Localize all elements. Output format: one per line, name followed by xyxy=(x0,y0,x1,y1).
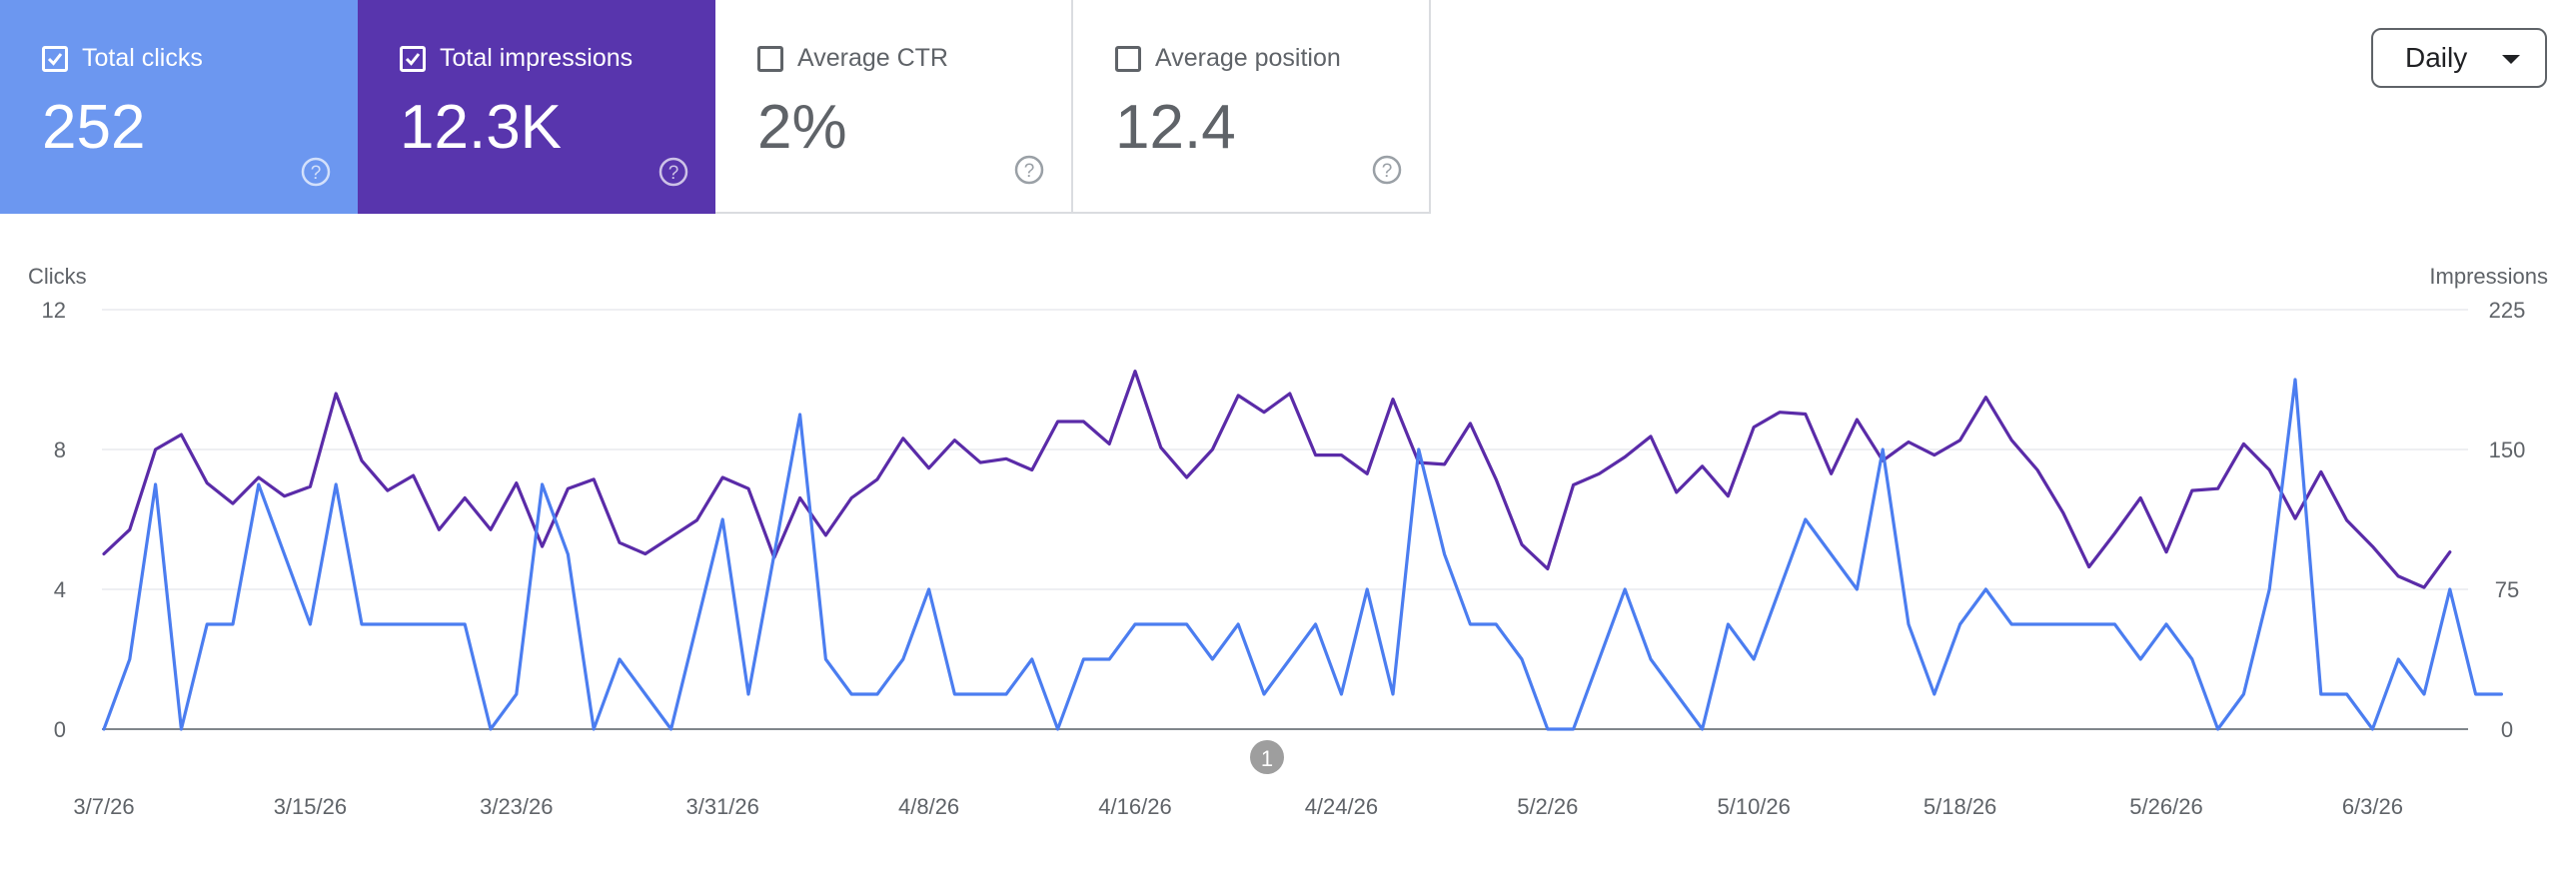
x-tick-label: 3/7/26 xyxy=(73,794,134,819)
y-tick-left: 12 xyxy=(42,298,66,323)
metric-cards: Total clicks 252 ? Total impressions 12.… xyxy=(0,0,1431,214)
metric-label: Average position xyxy=(1155,44,1341,72)
y-tick-right: 0 xyxy=(2501,717,2513,742)
y-axis-label-right: Impressions xyxy=(2429,264,2548,289)
metric-card-header: Total clicks xyxy=(42,44,203,73)
x-tick-label: 5/10/26 xyxy=(1717,794,1790,819)
metric-value: 252 xyxy=(42,93,146,162)
checkbox-icon[interactable] xyxy=(757,45,783,72)
y-axis-label-left: Clicks xyxy=(28,264,87,289)
y-tick-right: 225 xyxy=(2489,298,2526,323)
x-tick-label: 5/18/26 xyxy=(1924,794,1996,819)
metric-card-header: Average CTR xyxy=(757,44,948,73)
metric-value: 12.3K xyxy=(400,93,563,162)
x-tick-label: 3/15/26 xyxy=(274,794,347,819)
metric-label: Average CTR xyxy=(797,44,948,72)
x-tick-label: 3/31/26 xyxy=(685,794,758,819)
svg-text:?: ? xyxy=(668,163,679,184)
x-tick-label: 3/23/26 xyxy=(480,794,553,819)
x-tick-label: 4/16/26 xyxy=(1098,794,1171,819)
svg-text:?: ? xyxy=(1382,161,1393,182)
svg-text:?: ? xyxy=(311,163,322,184)
metric-label: Total impressions xyxy=(440,44,634,72)
metric-card-total-impressions[interactable]: Total impressions 12.3K ? xyxy=(358,0,715,214)
period-dropdown-label: Daily xyxy=(2405,42,2468,73)
metric-value: 12.4 xyxy=(1115,93,1236,162)
metric-card-total-clicks[interactable]: Total clicks 252 ? xyxy=(0,0,358,214)
metric-card-header: Average position xyxy=(1115,44,1341,73)
metric-card-average-position[interactable]: Average position 12.4 ? xyxy=(1073,0,1431,214)
annotation-marker-circle[interactable] xyxy=(1250,740,1284,774)
svg-text:?: ? xyxy=(1024,161,1035,182)
y-tick-left: 8 xyxy=(54,437,66,462)
series-line-impressions xyxy=(102,370,2452,589)
metric-label: Total clicks xyxy=(82,44,203,72)
help-icon[interactable]: ? xyxy=(1371,154,1403,186)
metric-card-average-ctr[interactable]: Average CTR 2% ? xyxy=(715,0,1073,214)
series-line-clicks xyxy=(102,378,2503,731)
x-tick-label: 5/26/26 xyxy=(2129,794,2202,819)
x-tick-label: 4/24/26 xyxy=(1305,794,1378,819)
x-tick-label: 4/8/26 xyxy=(898,794,959,819)
x-tick-label: 5/2/26 xyxy=(1517,794,1578,819)
y-tick-right: 150 xyxy=(2489,437,2526,462)
metric-value: 2% xyxy=(757,93,847,162)
metric-card-header: Total impressions xyxy=(400,44,633,73)
checkbox-icon[interactable] xyxy=(1115,45,1141,72)
caret-down-icon xyxy=(2502,55,2520,64)
checkbox-icon[interactable] xyxy=(400,45,426,72)
y-tick-right: 75 xyxy=(2495,577,2519,602)
checkbox-icon[interactable] xyxy=(42,45,68,72)
help-icon[interactable]: ? xyxy=(300,156,332,188)
help-icon[interactable]: ? xyxy=(657,156,689,188)
period-dropdown[interactable]: Daily xyxy=(2371,28,2547,88)
y-tick-left: 0 xyxy=(54,717,66,742)
help-icon[interactable]: ? xyxy=(1013,154,1045,186)
y-tick-left: 4 xyxy=(54,577,66,602)
annotation-marker[interactable]: 1 xyxy=(1250,740,1284,774)
x-tick-label: 6/3/26 xyxy=(2342,794,2403,819)
annotation-marker-label: 1 xyxy=(1261,746,1273,771)
